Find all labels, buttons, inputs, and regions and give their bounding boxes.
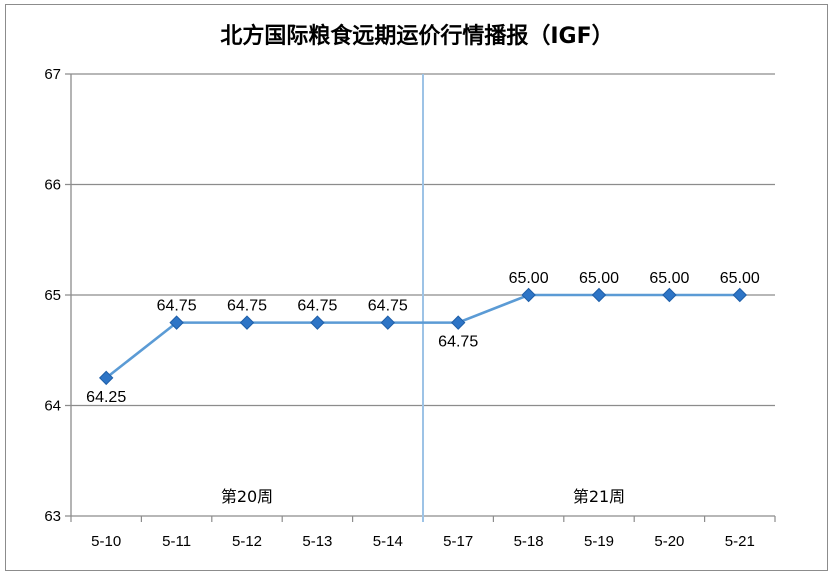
y-tick-label: 65 (44, 287, 61, 304)
data-point-marker (662, 287, 677, 303)
grid-layer (65, 73, 775, 517)
x-tick-label: 5-18 (514, 533, 544, 550)
data-point-marker (450, 315, 466, 330)
data-point-marker (310, 315, 325, 330)
y-tick-label: 64 (44, 398, 61, 415)
data-point-marker (732, 287, 748, 303)
x-tick-label: 5-19 (584, 533, 614, 550)
data-label: 64.75 (227, 298, 267, 315)
data-point-marker (521, 287, 536, 303)
data-label: 65.00 (720, 270, 760, 287)
data-point-marker (169, 315, 184, 330)
x-tick-label: 5-17 (443, 533, 473, 550)
data-label: 65.00 (649, 270, 689, 287)
series-line (105, 293, 740, 379)
x-tick-label: 5-13 (302, 533, 332, 550)
data-label: 65.00 (509, 270, 549, 287)
chart-frame (5, 4, 828, 571)
data-label: 64.75 (438, 334, 478, 351)
y-tick-label: 66 (44, 177, 61, 194)
data-point-marker (380, 315, 396, 330)
y-tick-label: 67 (44, 66, 61, 83)
week-annotation: 第21周 (573, 487, 625, 506)
x-tick-label: 5-10 (91, 533, 121, 550)
data-label: 64.75 (297, 298, 337, 315)
data-label: 64.75 (368, 298, 408, 315)
chart-title: 北方国际粮食远期运价行情播报（IGF） (220, 23, 613, 49)
data-label: 64.25 (86, 389, 126, 406)
x-tick-label: 5-21 (725, 533, 755, 550)
y-tick-label: 63 (44, 508, 61, 525)
x-tick-label: 5-20 (654, 533, 684, 550)
x-tick-label: 5-11 (162, 533, 191, 550)
week-annotation-layer: 第20周 第21周 (221, 487, 625, 506)
data-label-layer: 64.25 64.75 64.75 64.75 64.75 64.75 65.00 65.00… (86, 270, 760, 406)
week-annotation: 第20周 (221, 487, 273, 506)
x-tick-label: 5-12 (232, 533, 262, 550)
series-layer (98, 287, 748, 386)
data-label: 64.75 (157, 298, 197, 315)
data-point-marker (98, 370, 114, 386)
x-tick-label: 5-14 (373, 533, 403, 550)
axis-layer: 63 64 65 66 67 5-10 5-11 5-12 5-13 5-14 5-17 5-18 5-… (44, 66, 776, 550)
data-label: 65.00 (579, 270, 619, 287)
data-point-marker (239, 315, 255, 330)
data-point-marker (591, 287, 607, 303)
